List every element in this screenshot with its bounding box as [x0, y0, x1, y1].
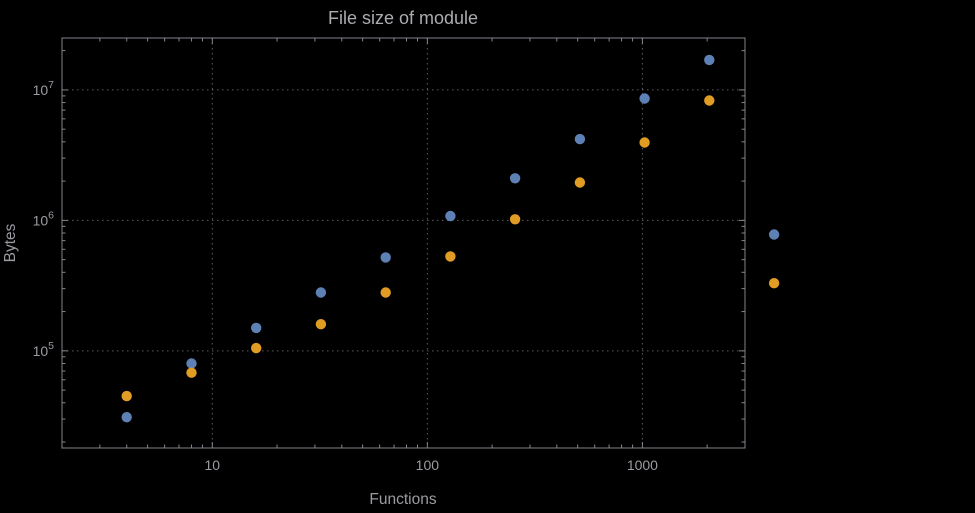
series-2-orange-point — [315, 319, 327, 330]
series-2-orange-point — [445, 251, 456, 262]
series-2-orange-point — [639, 137, 650, 148]
gridlines — [62, 38, 745, 448]
series-1-blue-point — [380, 252, 391, 263]
plot-frame — [61, 37, 746, 449]
series-2-orange-point — [186, 367, 197, 378]
y-tick-labels: 105 106 107 — [33, 79, 55, 359]
series-2-orange-point — [704, 95, 715, 106]
x-tick-label: 100 — [416, 457, 440, 473]
axis-ticks — [62, 38, 745, 448]
series-1-blue-point — [186, 358, 197, 369]
series-2-orange-point — [251, 342, 262, 354]
data-points — [121, 54, 780, 423]
series-2-orange-point — [509, 214, 521, 225]
x-tick-label: 10 — [205, 457, 221, 473]
x-tick-labels: 10 100 1000 — [205, 457, 659, 473]
series-2-orange-point — [121, 390, 132, 402]
chart-title: File size of module — [328, 8, 478, 28]
y-axis-label: Bytes — [2, 223, 19, 262]
series-1-blue-point — [574, 133, 586, 145]
y-tick-label: 105 — [33, 340, 55, 359]
y-tick-label: 107 — [33, 79, 55, 98]
series-1-blue-point — [509, 173, 521, 184]
series-1-blue-point — [315, 287, 327, 298]
series-1-blue-point — [121, 412, 132, 423]
series-1-blue-point — [251, 322, 262, 334]
series-1-blue-point — [704, 54, 715, 66]
y-tick-label: 106 — [33, 209, 55, 228]
series-1-blue-point — [445, 210, 456, 222]
series-1-blue-point — [639, 93, 650, 104]
x-axis-label: Functions — [369, 491, 436, 508]
x-tick-label: 1000 — [627, 457, 658, 473]
series-1-blue-point — [768, 229, 780, 240]
series-2-orange-point — [380, 287, 391, 298]
series-2-orange-point — [768, 278, 780, 289]
series-2-orange-point — [574, 177, 586, 188]
